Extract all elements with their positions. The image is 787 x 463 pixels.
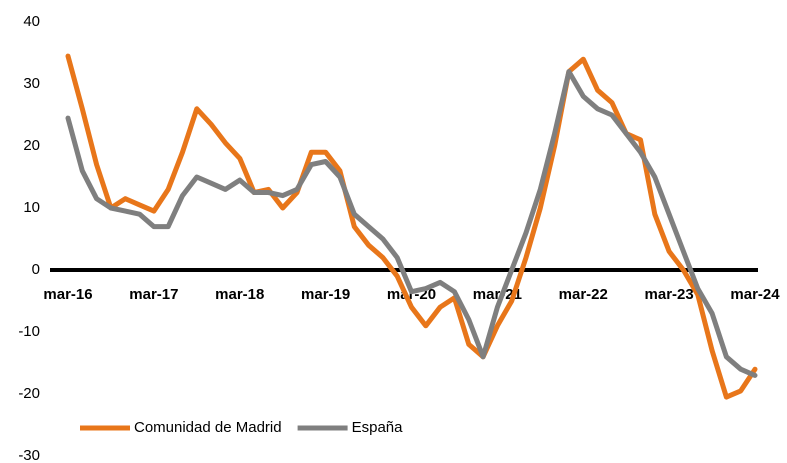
y-tick-label: -10 — [18, 323, 40, 340]
x-tick-label: mar-22 — [559, 286, 608, 303]
y-tick-label: 40 — [23, 13, 40, 30]
x-tick-label: mar-18 — [215, 286, 264, 303]
y-tick-label: 30 — [23, 75, 40, 92]
x-tick-label: mar-23 — [645, 286, 694, 303]
legend-label: España — [352, 419, 404, 436]
series-line — [65, 69, 758, 378]
x-tick-label: mar-16 — [43, 286, 92, 303]
series-line — [65, 53, 758, 400]
y-tick-label: 10 — [23, 199, 40, 216]
y-tick-label: 0 — [32, 261, 40, 278]
x-tick-label: mar-19 — [301, 286, 350, 303]
legend-label: Comunidad de Madrid — [134, 419, 282, 436]
x-tick-label: mar-17 — [129, 286, 178, 303]
y-tick-label: -30 — [18, 447, 40, 463]
x-tick-label: mar-21 — [473, 286, 522, 303]
y-tick-label: 20 — [23, 137, 40, 154]
x-tick-label: mar-24 — [730, 286, 780, 303]
y-tick-label: -20 — [18, 385, 40, 402]
